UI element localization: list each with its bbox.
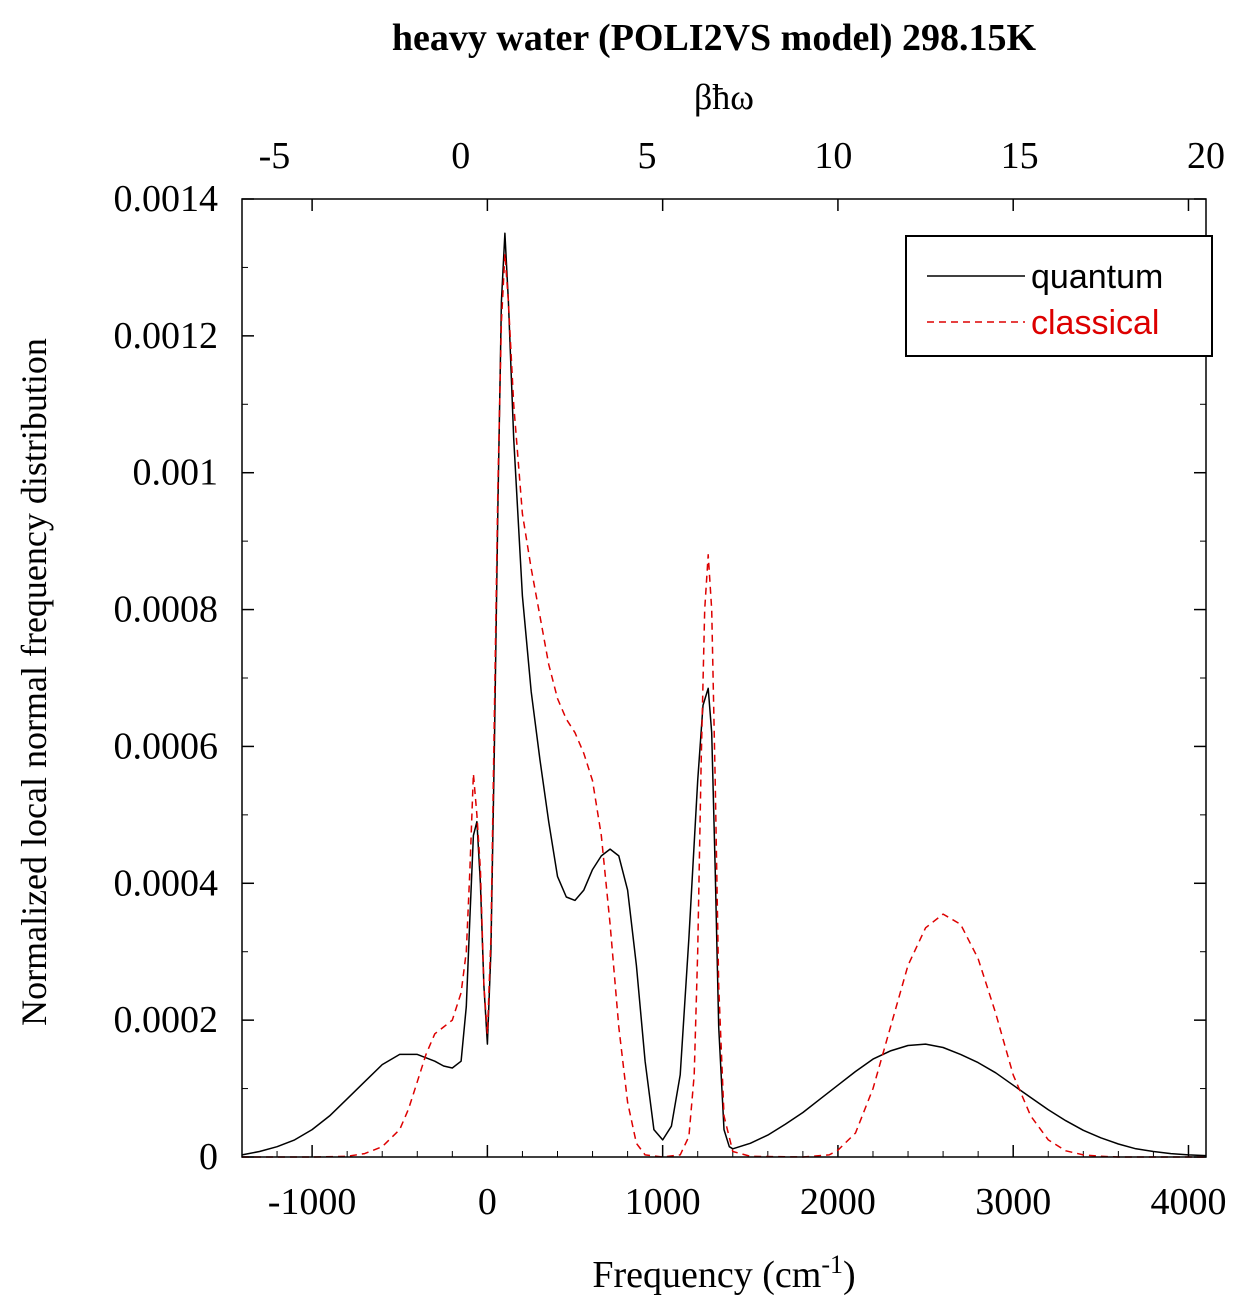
y-tick-label: 0.001 [133, 452, 219, 494]
x-axis-label-close: ) [843, 1254, 856, 1296]
chart-title: heavy water (POLI2VS model) 298.15K [392, 17, 1037, 59]
y-tick-label: 0.0008 [114, 589, 219, 631]
x-ticks: -1000 0 1000 2000 3000 4000 [241, 199, 1226, 1223]
y-axis-label: Normalized local normal frequency distri… [14, 338, 54, 1026]
x-tick-label: 1000 [625, 1181, 701, 1223]
x-axis-label: Frequency (cm-1) [592, 1250, 855, 1296]
y-tick-label: 0.0004 [114, 862, 219, 904]
x-tick-label: 4000 [1150, 1181, 1226, 1223]
top-tick-label: 20 [1187, 135, 1225, 177]
legend-items: quantum classical [927, 258, 1163, 342]
series-layer [241, 232, 1207, 1158]
top-tick-label: 0 [451, 135, 470, 177]
top-ticks: -5 0 5 10 15 20 [259, 135, 1225, 177]
x-tick-label: 2000 [800, 1181, 876, 1223]
x-tick-label: 0 [478, 1181, 497, 1223]
legend-box [905, 235, 1213, 357]
x-axis-label-superscript: -1 [821, 1250, 843, 1279]
x-axis-label-text: Frequency (cm [592, 1254, 821, 1296]
x-tick-label: -1000 [268, 1181, 357, 1223]
x-tick-label: 3000 [975, 1181, 1051, 1223]
top-tick-label: -5 [259, 135, 291, 177]
top-tick-label: 10 [814, 135, 852, 177]
y-tick-label: 0.0014 [114, 178, 219, 220]
legend: quantum classical [905, 235, 1213, 357]
series-line-classical [242, 252, 1206, 1158]
plot-frame [241, 198, 1207, 1158]
legend-label-quantum: quantum [1031, 258, 1163, 296]
top-tick-label: 15 [1001, 135, 1039, 177]
top-tick-label: 5 [638, 135, 657, 177]
top-axis-label: βħω [694, 77, 754, 117]
y-tick-label: 0.0006 [114, 725, 219, 767]
series-line-quantum [241, 232, 1207, 1157]
y-tick-label: 0 [199, 1136, 218, 1178]
y-ticks: 0 0.0002 0.0004 0.0006 0.0008 0.001 0.0012 0.00… [114, 178, 1206, 1178]
legend-label-classical: classical [1031, 304, 1159, 342]
y-tick-label: 0.0002 [114, 999, 219, 1041]
y-tick-label: 0.0012 [114, 315, 219, 357]
